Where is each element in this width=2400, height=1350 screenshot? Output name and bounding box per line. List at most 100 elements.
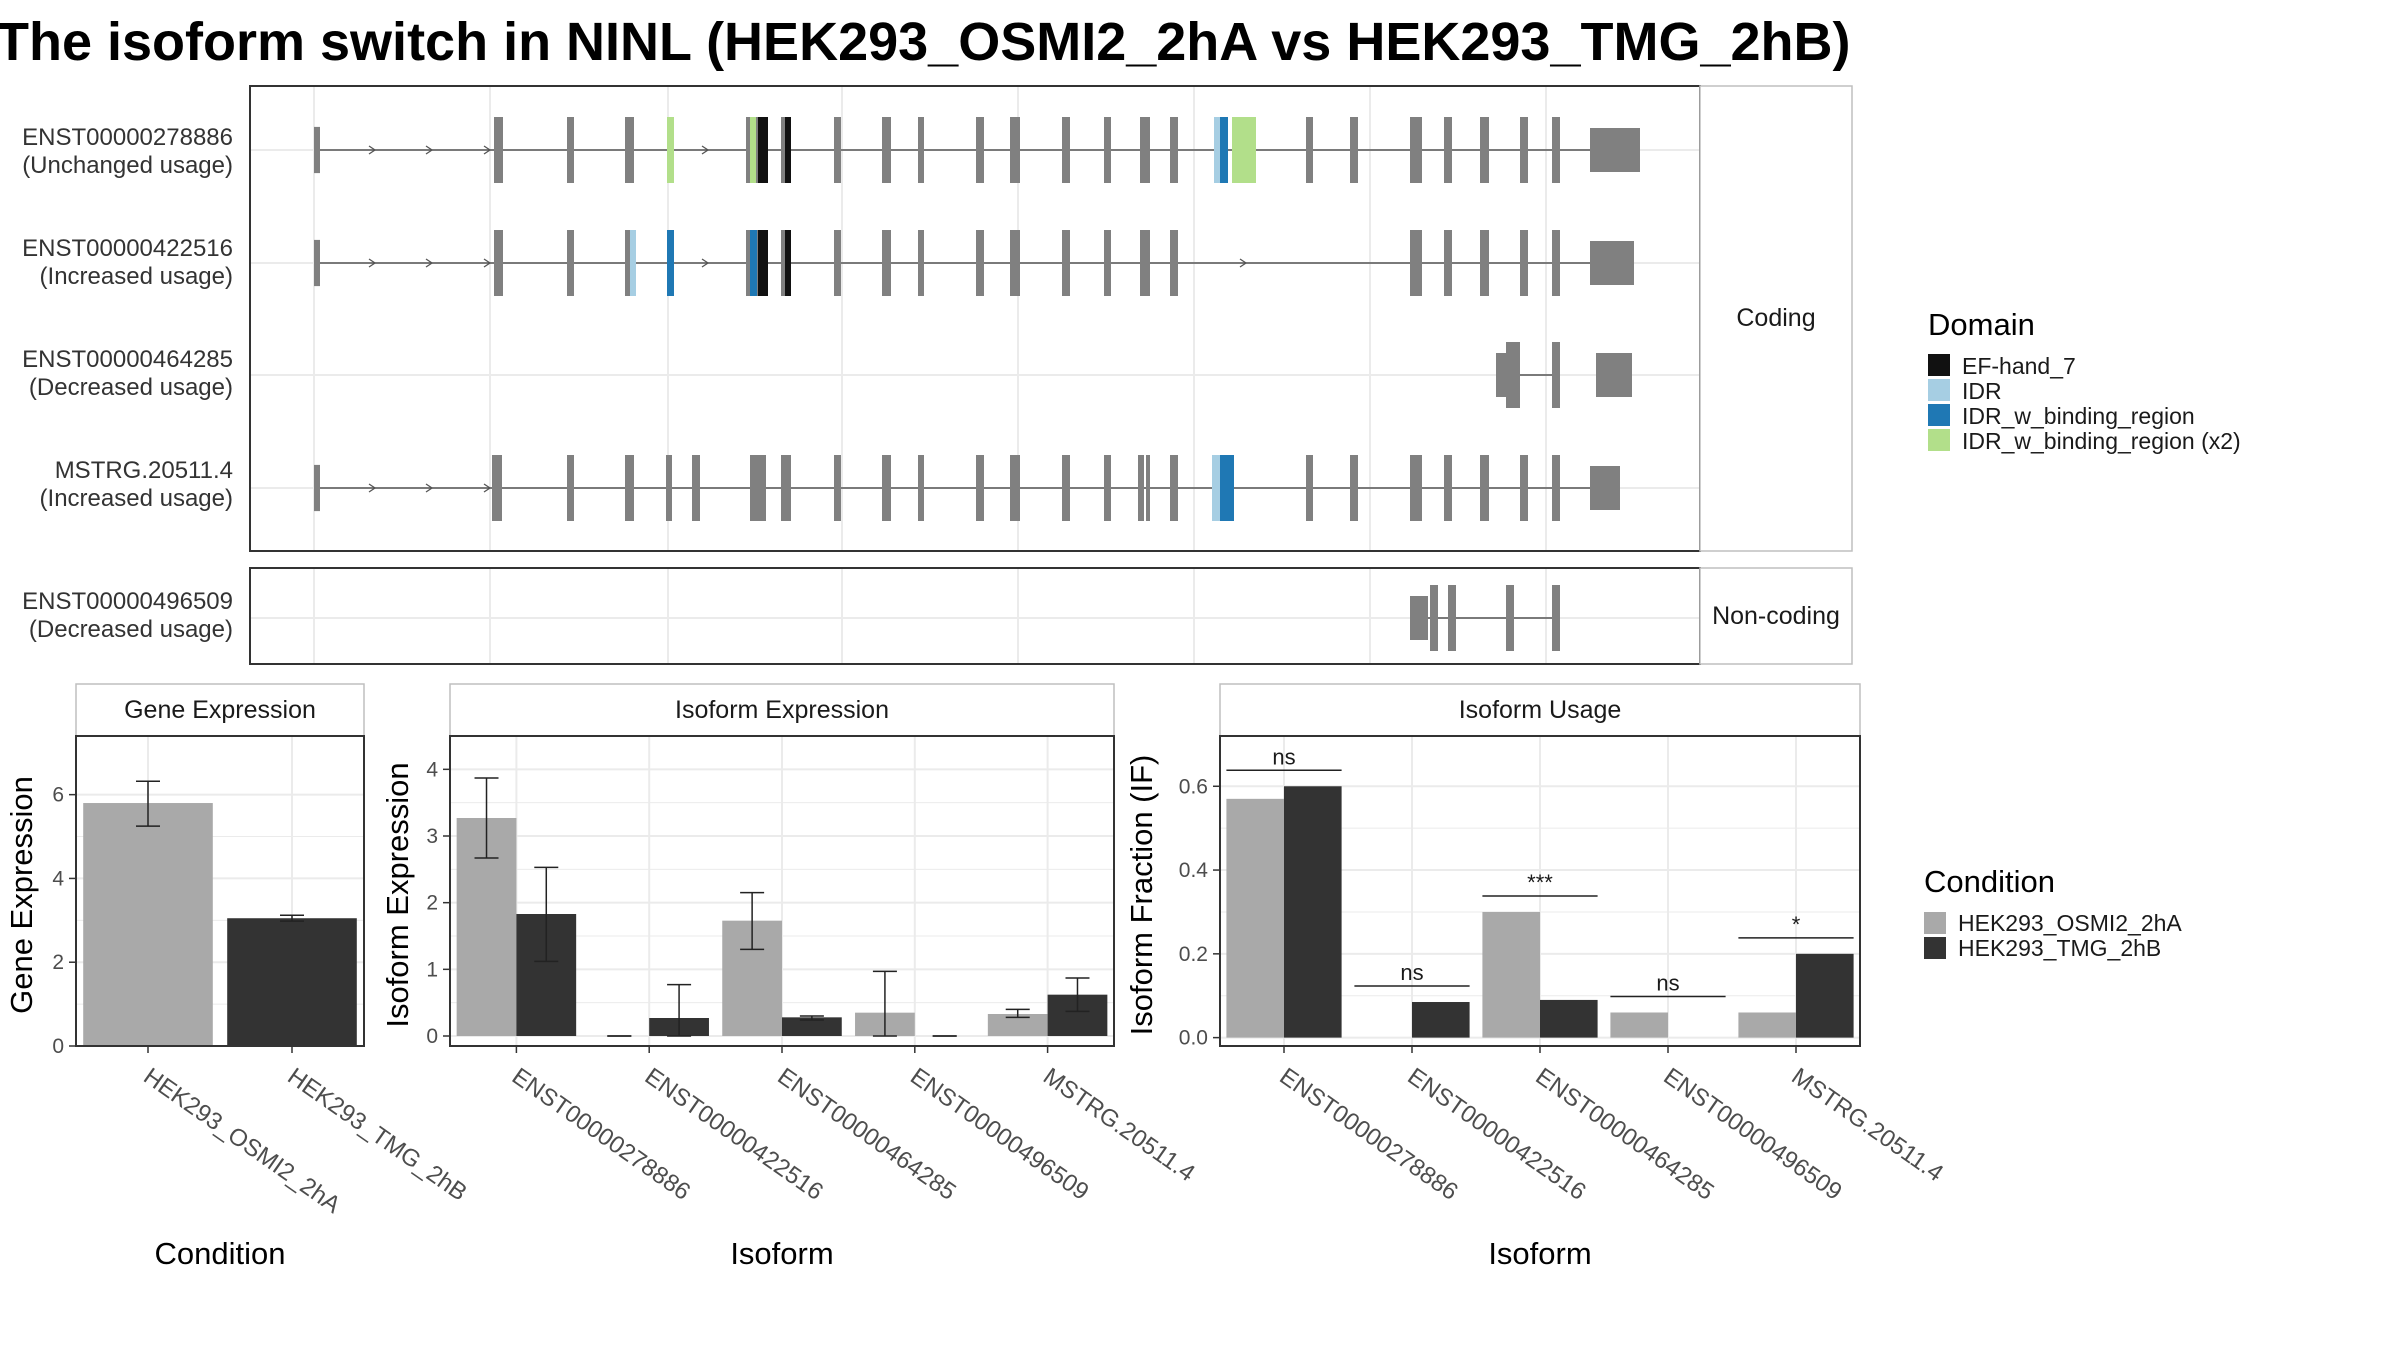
isoform-id-label: ENST00000464285 [22, 346, 233, 373]
coding-strip-label: Coding [1736, 304, 1815, 332]
exon [1552, 230, 1560, 296]
exon [976, 230, 984, 296]
isoform-label-5: ENST00000496509 (Decreased usage) [22, 588, 233, 643]
gene-expression-y-title: Gene Expression [4, 776, 39, 1014]
y-tick-label: 4 [426, 758, 438, 781]
gene-expression-chart: Gene Expression HEK293_OSMI2_2hAHEK293_T… [4, 683, 472, 1271]
significance-label: ns [1400, 960, 1423, 985]
error-bar [799, 1015, 824, 1021]
exon [1520, 117, 1528, 183]
plot-border [75, 735, 365, 1047]
legend-item-idr-w-binding-region-x2: IDR_w_binding_region (x2) [1928, 428, 2241, 454]
exon [1444, 455, 1452, 521]
exon [1552, 117, 1560, 183]
direction-arrow [483, 483, 492, 493]
exon [1430, 585, 1438, 651]
exon [750, 455, 766, 521]
legend-item-idr-w-binding-region: IDR_w_binding_region [1928, 403, 2195, 429]
exon [1140, 117, 1150, 183]
utr-exon [1590, 128, 1640, 172]
legend-label: IDR [1962, 378, 2002, 404]
transcript-model-3 [1496, 342, 1632, 408]
noncoding-strip [1699, 567, 1853, 665]
exon [1480, 455, 1489, 521]
figure-title: The isoform switch in NINL (HEK293_OSMI2… [0, 12, 1850, 72]
direction-arrow [425, 145, 434, 155]
bar-cond-2 [227, 918, 357, 1046]
isoform-usage-label: (Increased usage) [40, 485, 233, 512]
domain-block [667, 230, 674, 296]
domain-block [758, 230, 768, 296]
domain-block [1212, 455, 1220, 521]
gene-expression-strip [75, 683, 365, 737]
isoform-expression-y-title: Isoform Expression [380, 762, 415, 1027]
utr-exon [1410, 596, 1428, 640]
transcript-model-1 [314, 117, 1640, 183]
bar-hek293_osmi2_2ha [1738, 1012, 1796, 1038]
exon [882, 455, 891, 521]
legend-swatch [1928, 354, 1950, 376]
domain-block [785, 230, 791, 296]
transcript-models [314, 117, 1640, 651]
domain-legend: Domain EF-hand_7 IDR IDR_w_binding_regio… [1928, 307, 2241, 454]
isoform-usage-chart: Isoform Usage nsENST00000278886nsENST000… [1124, 683, 1948, 1271]
y-tick-label: 0.6 [1179, 775, 1208, 798]
exon [1062, 455, 1070, 521]
exon [882, 117, 891, 183]
coding-strip [1699, 85, 1853, 552]
exon [1506, 342, 1520, 408]
error-bar [474, 777, 499, 859]
error-bar [740, 891, 765, 951]
direction-arrow [483, 258, 492, 268]
domain-block [1214, 117, 1220, 183]
exon [1410, 230, 1422, 296]
isoform-id-label: ENST00000422516 [22, 235, 233, 262]
exon [494, 230, 503, 296]
domain-block [750, 230, 757, 296]
legend-item-idr: IDR [1928, 378, 2002, 404]
error-bar [1005, 1008, 1030, 1019]
y-tick-label: 3 [426, 825, 438, 848]
exon [567, 230, 574, 296]
legend-label: EF-hand_7 [1962, 353, 2076, 379]
isoform-label-2: ENST00000422516 (Increased usage) [22, 235, 233, 290]
isoform-label-1: ENST00000278886 (Unchanged usage) [22, 124, 233, 179]
exon [1010, 230, 1020, 296]
y-tick-label: 2 [52, 951, 64, 974]
exon [1170, 455, 1178, 521]
legend-label: IDR_w_binding_region [1962, 403, 2195, 429]
bar-hek293_tmg_2hb [1284, 786, 1342, 1038]
exon [834, 455, 841, 521]
exon [918, 117, 924, 183]
error-bar [136, 780, 160, 827]
isoform-expression-x-title: Isoform [730, 1236, 833, 1271]
exon [494, 117, 503, 183]
isoform-id-label: ENST00000278886 [22, 124, 233, 151]
exon [1062, 117, 1070, 183]
legend-swatch [1928, 429, 1950, 451]
exon [567, 117, 574, 183]
y-tick-label: 2 [426, 892, 438, 915]
domain-block [785, 117, 791, 183]
legend-label: HEK293_TMG_2hB [1958, 935, 2161, 961]
utr-exon [314, 126, 320, 174]
exon [1520, 455, 1528, 521]
domain-block [667, 117, 674, 183]
plot-border [449, 735, 1115, 1047]
direction-arrow [701, 258, 710, 268]
legend-item-ef-hand-7: EF-hand_7 [1928, 353, 2076, 379]
exon [976, 455, 984, 521]
significance-label: *** [1527, 870, 1553, 895]
gene-expression-strip-label: Gene Expression [124, 696, 316, 724]
exon [625, 117, 634, 183]
isoform-id-label: MSTRG.20511.4 [55, 457, 233, 484]
exon [625, 455, 634, 521]
utr-exon [1590, 466, 1620, 510]
exon [1170, 230, 1178, 296]
bar-hek293_tmg_2hb [782, 1017, 842, 1036]
direction-arrow [425, 483, 434, 493]
isoform-label-4: MSTRG.20511.4 (Increased usage) [40, 457, 233, 512]
direction-arrow [425, 258, 434, 268]
